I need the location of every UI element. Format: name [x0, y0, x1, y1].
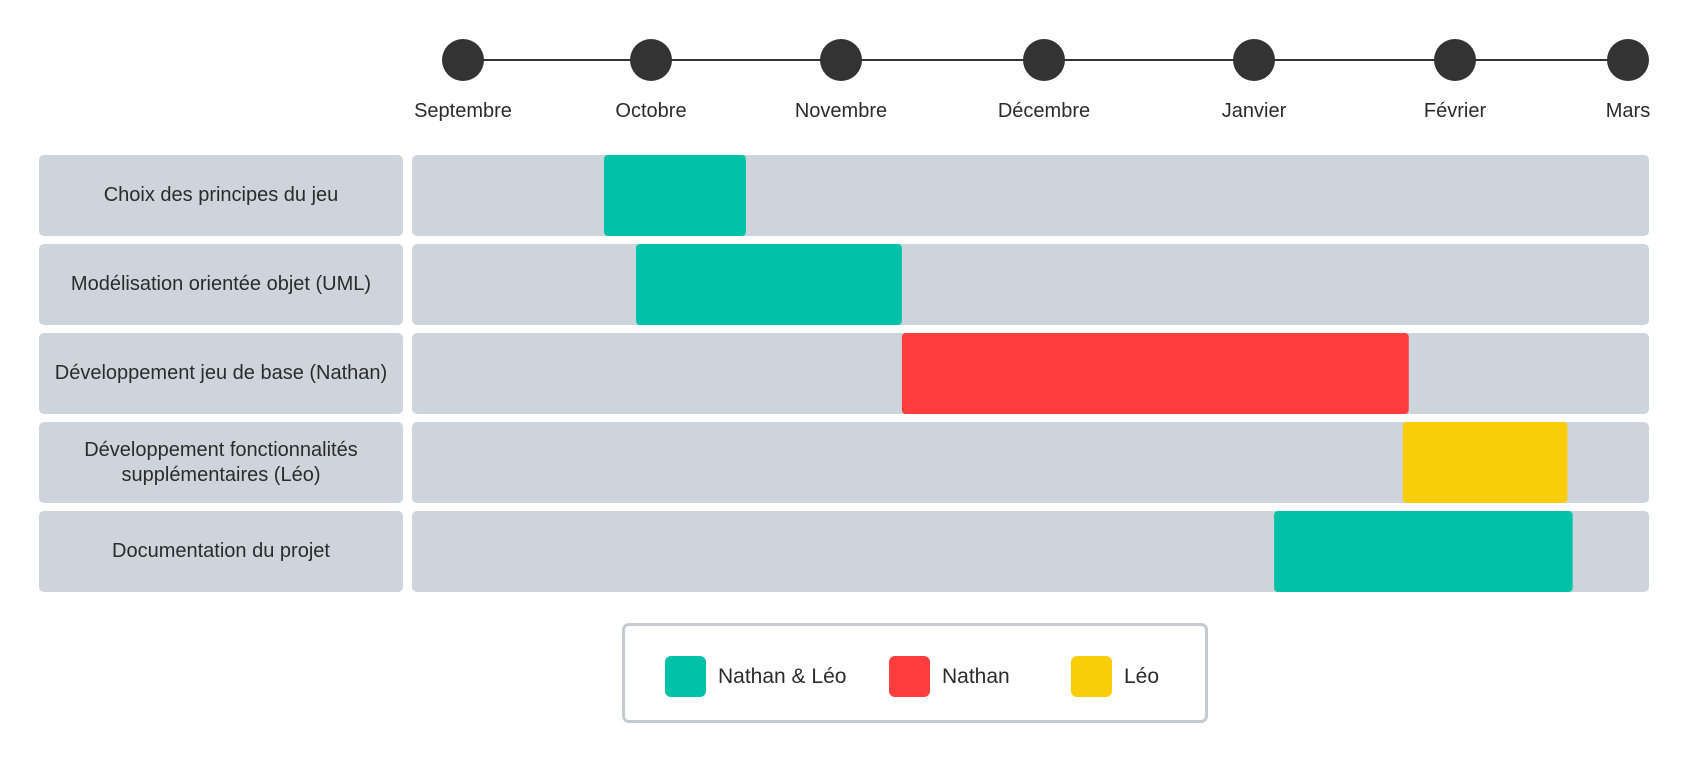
task-track — [412, 155, 1649, 236]
task-label: Documentation du projet — [39, 511, 403, 592]
legend-item-leo: Léo — [1071, 656, 1159, 697]
milestone-dot — [1434, 39, 1476, 81]
task-label-text: Modélisation orientée objet (UML) — [70, 273, 372, 295]
task-bar — [1402, 422, 1568, 503]
month-label: Décembre — [997, 100, 1091, 122]
legend-label: Nathan & Léo — [718, 664, 847, 688]
task-label: Choix des principes du jeu — [39, 155, 403, 236]
milestone-dot — [1023, 39, 1065, 81]
task-label: Modélisation orientée objet (UML) — [39, 244, 403, 325]
task-bar — [604, 155, 746, 236]
month-label: Octobre — [615, 100, 687, 122]
legend-label: Nathan — [942, 664, 1010, 688]
task-label-text: Développement jeu de base (Nathan) — [54, 362, 388, 384]
legend-swatch — [665, 656, 706, 697]
month-label: Septembre — [414, 100, 512, 122]
timeline — [442, 39, 1649, 81]
legend-item-nathan-leo: Nathan & Léo — [665, 656, 846, 697]
month-label: Février — [1423, 100, 1487, 122]
task-label-text: Développement fonctionnalités supplément… — [84, 438, 358, 486]
milestone-dot — [1607, 39, 1649, 81]
month-label: Janvier — [1221, 100, 1287, 122]
legend-swatch — [1071, 656, 1112, 697]
legend-swatch — [889, 656, 930, 697]
task-label-text: Documentation du projet — [112, 540, 330, 562]
bars — [604, 155, 1573, 592]
task-bar — [635, 244, 902, 325]
legend: Nathan & Léo Nathan Léo — [622, 623, 1208, 723]
month-label: Novembre — [794, 100, 888, 122]
legend-label: Léo — [1124, 664, 1160, 688]
milestone-dot — [820, 39, 862, 81]
milestone-dot — [630, 39, 672, 81]
task-label: Développement fonctionnalités supplément… — [39, 422, 403, 503]
task-label: Développement jeu de base (Nathan) — [39, 333, 403, 414]
task-bar — [901, 333, 1409, 414]
milestone-dot — [442, 39, 484, 81]
task-label-text: Choix des principes du jeu — [103, 184, 339, 206]
task-track — [412, 244, 1649, 325]
task-track — [412, 422, 1649, 503]
month-label: Mars — [1605, 100, 1651, 122]
milestone-dot — [1233, 39, 1275, 81]
task-bar — [1274, 511, 1573, 592]
legend-item-nathan: Nathan — [889, 656, 1010, 697]
